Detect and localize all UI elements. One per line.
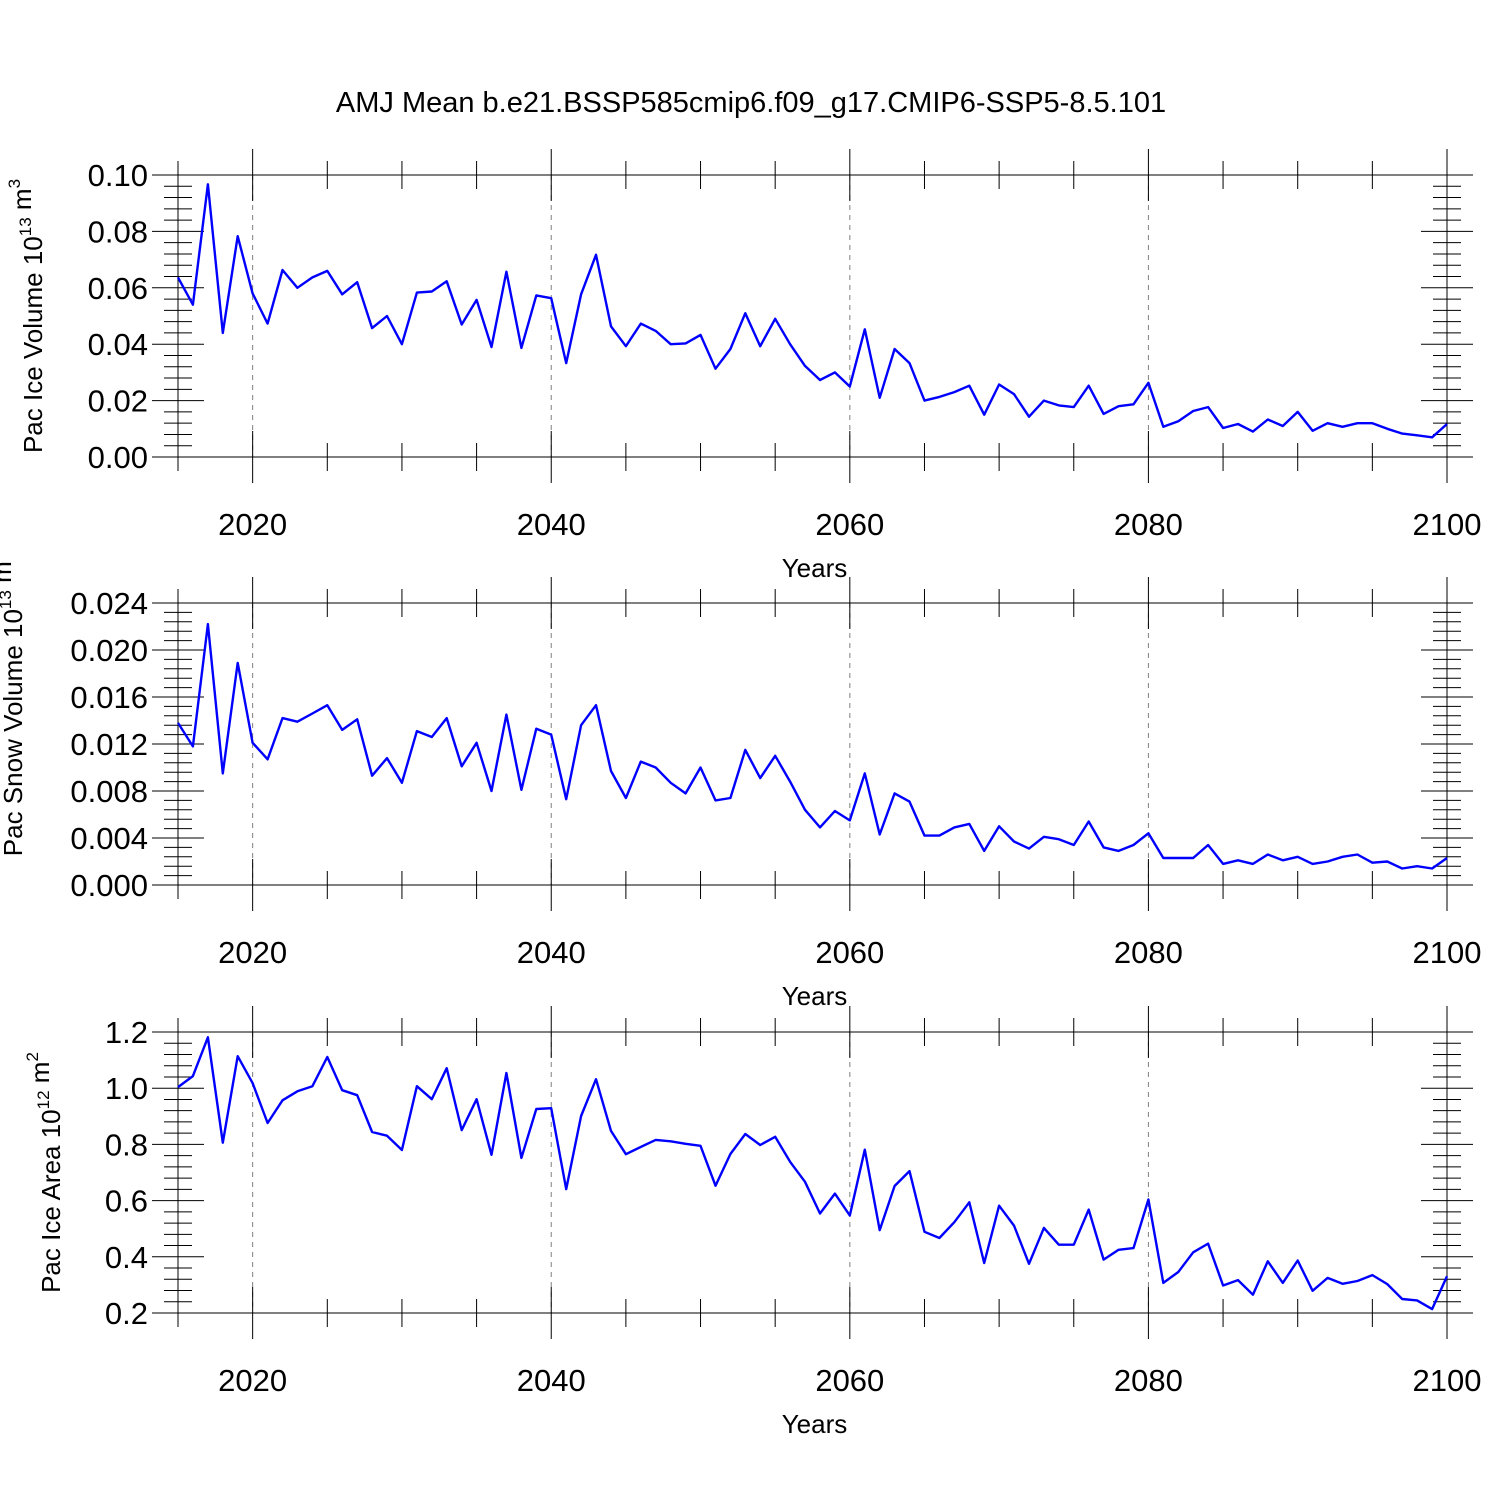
y-tick-label: 0.06 <box>88 271 148 306</box>
x-tick-label: 2080 <box>1114 1363 1183 1398</box>
y-axis-label-text: m <box>0 561 17 590</box>
y-axis-label-exponent: 2 <box>23 1052 42 1061</box>
y-tick-label: 0.020 <box>70 633 148 668</box>
y-axis-label-exponent: 3 <box>0 552 4 561</box>
series-line <box>176 622 1448 870</box>
y-axis-label-exponent: 13 <box>16 217 35 236</box>
x-tick-label: 2100 <box>1413 1363 1482 1398</box>
y-tick-label: 0.8 <box>105 1127 148 1162</box>
y-tick-label: 0.012 <box>70 727 148 762</box>
panel-3: 0.2 0.4 0.6 0.8 1.0 1.2 2020 2040 2060 2080 2100 Ye… <box>23 1006 1481 1439</box>
y-tick-label: 0.004 <box>70 821 148 856</box>
x-tick-label: 2060 <box>815 507 884 542</box>
x-tick-label: 2020 <box>218 1363 287 1398</box>
y-axis-label-exponent: 13 <box>0 590 15 609</box>
x-tick-label: 2020 <box>218 507 287 542</box>
y-axis-label-text: Pac Ice Area 10 <box>36 1109 66 1293</box>
y-tick-label: 0.00 <box>88 440 148 475</box>
y-tick-label: 1.2 <box>105 1015 148 1050</box>
panel-2: 0.000 0.004 0.008 0.012 0.016 0.020 0.024 2020 2… <box>0 552 1481 1011</box>
x-tick-label: 2040 <box>517 1363 586 1398</box>
y-tick-label: 0.04 <box>88 327 148 362</box>
y-tick-label: 0.024 <box>70 586 148 621</box>
y-tick-label: 0.4 <box>105 1240 148 1275</box>
y-axis-label-text: m <box>25 1062 55 1091</box>
panels: 0.00 0.02 0.04 0.06 0.08 0.10 2020 2040 2060 2080… <box>0 149 1481 1439</box>
x-tick-label: 2040 <box>517 507 586 542</box>
series-line <box>176 183 1448 439</box>
y-tick-label: 0.10 <box>88 158 148 193</box>
y-axis-label-text: Pac Snow Volume 10 <box>0 609 28 856</box>
x-tick-label: 2100 <box>1413 935 1482 970</box>
series-line <box>177 1036 1449 1311</box>
y-tick-label: 0.008 <box>70 774 148 809</box>
y-axis-label: Pac Snow Volume 1013 m3 <box>0 552 28 856</box>
x-tick-label: 2100 <box>1413 507 1482 542</box>
y-axis-label-exponent: 3 <box>5 179 24 188</box>
plot-frame <box>177 602 1448 886</box>
x-axis-label: Years <box>782 981 848 1011</box>
x-tick-label: 2040 <box>517 935 586 970</box>
y-tick-label: 0.2 <box>105 1296 148 1331</box>
y-tick-label: 0.000 <box>70 868 148 903</box>
y-tick-label: 0.08 <box>88 214 148 249</box>
x-tick-label: 2060 <box>815 1363 884 1398</box>
x-tick-label: 2020 <box>218 935 287 970</box>
x-axis-label: Years <box>782 553 848 583</box>
y-tick-label: 0.016 <box>70 680 148 715</box>
y-axis-label-text: Pac Ice Volume 10 <box>18 236 48 453</box>
x-tick-label: 2080 <box>1114 507 1183 542</box>
chart-title: AMJ Mean b.e21.BSSP585cmip6.f09_g17.CMIP… <box>336 87 1166 119</box>
plot-frame <box>177 174 1448 458</box>
y-tick-label: 0.02 <box>88 384 148 419</box>
plot-frame <box>177 1031 1448 1314</box>
y-axis-label: Pac Ice Area 1012 m2 <box>23 1052 66 1293</box>
y-axis-label-exponent: 12 <box>34 1090 53 1109</box>
x-tick-label: 2060 <box>815 935 884 970</box>
y-axis-label: Pac Ice Volume 1013 m3 <box>5 179 48 453</box>
x-axis-label: Years <box>782 1409 848 1439</box>
y-tick-label: 1.0 <box>105 1071 148 1106</box>
x-tick-label: 2080 <box>1114 935 1183 970</box>
panel-1: 0.00 0.02 0.04 0.06 0.08 0.10 2020 2040 2060 2080… <box>5 149 1481 583</box>
y-tick-label: 0.6 <box>105 1184 148 1219</box>
y-axis-label-text: m <box>7 188 37 217</box>
